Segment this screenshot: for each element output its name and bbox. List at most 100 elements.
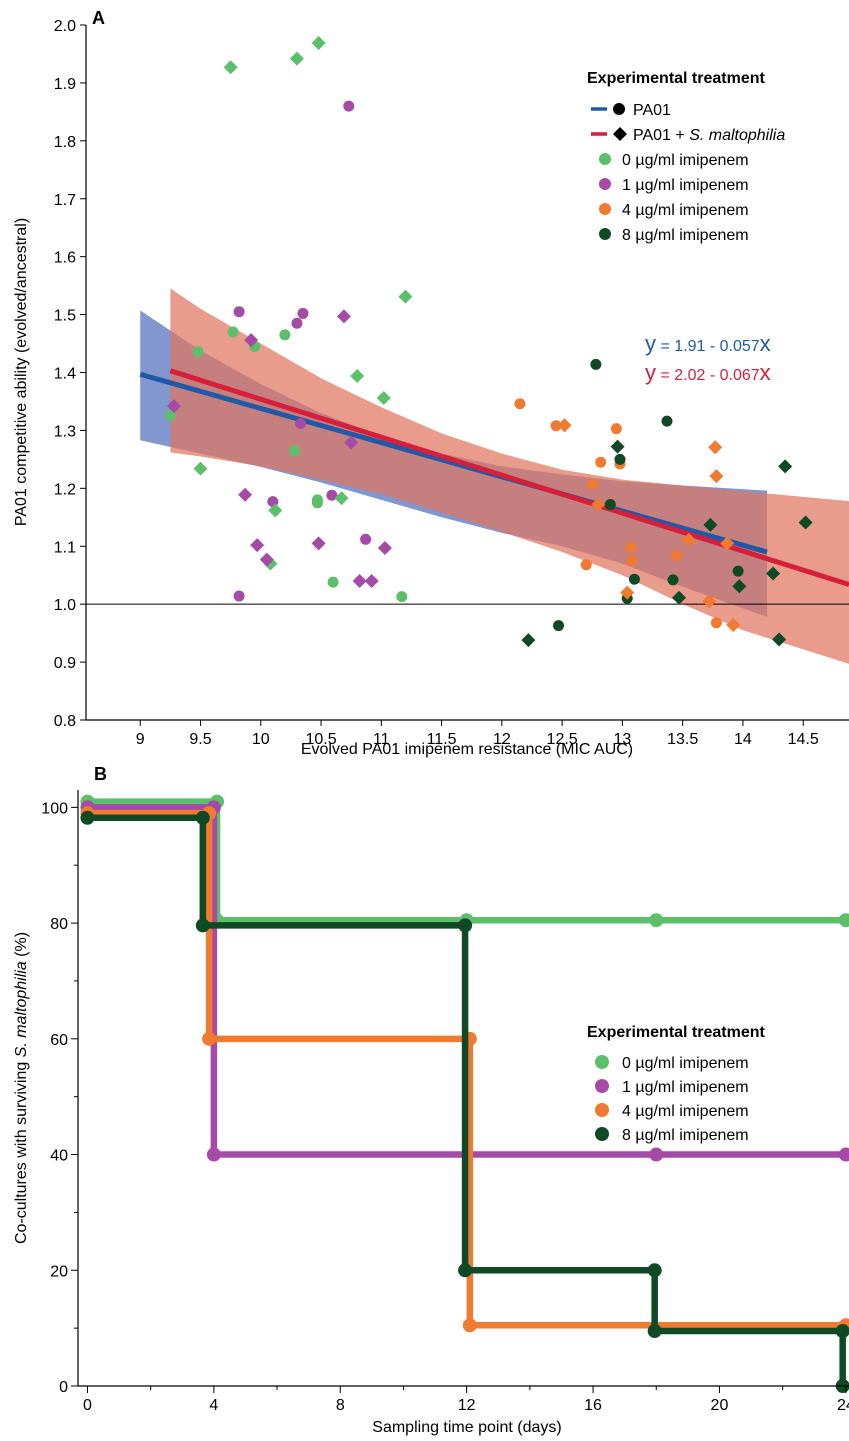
- y-tick-label: 0.9: [54, 655, 76, 672]
- survival-marker: [196, 811, 210, 825]
- legend-title: Experimental treatment: [587, 70, 766, 87]
- y-tick-label: 1.9: [54, 76, 76, 93]
- data-point-circle: [668, 574, 679, 585]
- data-point-circle: [587, 479, 598, 490]
- legend-label: PA01 + S. maltophilia: [633, 127, 785, 144]
- y-tick-label: 2.0: [54, 18, 76, 35]
- equation-x: x: [760, 331, 771, 356]
- data-point-circle: [595, 457, 606, 468]
- data-point-diamond: [350, 369, 364, 383]
- survival-marker: [458, 1263, 472, 1277]
- data-point-diamond: [378, 541, 392, 555]
- y-tick-label: 100: [41, 800, 68, 817]
- x-tick-label: 10: [252, 731, 270, 748]
- y-tick-label: 1.1: [54, 539, 76, 556]
- y-tick-label: 40: [50, 1148, 68, 1165]
- y-axis-label: Co-cultures with surviving S. maltophili…: [13, 932, 30, 1244]
- data-point-circle: [629, 574, 640, 585]
- survival-marker: [458, 918, 472, 932]
- data-point-circle: [360, 534, 371, 545]
- x-tick-label: 14: [734, 731, 752, 748]
- data-point-diamond: [312, 536, 326, 550]
- data-point-diamond: [778, 459, 792, 473]
- data-point-circle: [297, 308, 308, 319]
- data-point-diamond: [250, 538, 264, 552]
- survival-marker: [648, 1324, 662, 1338]
- data-point-circle: [279, 329, 290, 340]
- data-point-diamond: [558, 418, 572, 432]
- pa01-equation: y = 1.91 - 0.057x: [645, 331, 771, 356]
- data-point-diamond: [708, 440, 722, 454]
- data-point-circle: [343, 101, 354, 112]
- y-tick-label: 1.0: [54, 597, 76, 614]
- data-point-circle: [711, 617, 722, 628]
- legend-label: 8 µg/ml imipenem: [622, 1127, 749, 1144]
- data-point-diamond: [238, 488, 252, 502]
- data-point-circle: [514, 398, 525, 409]
- legend-color-dot: [595, 1127, 609, 1141]
- panel-b-letter: B: [94, 764, 107, 784]
- y-tick-label: 20: [50, 1263, 68, 1280]
- survival-step-line: [87, 818, 842, 1386]
- survival-marker: [207, 1148, 221, 1162]
- legend-diamond-marker: [613, 127, 627, 141]
- survival-marker: [839, 913, 849, 927]
- data-point-circle: [312, 497, 323, 508]
- y-axis-label-part: (%): [13, 932, 30, 961]
- survival-marker: [196, 918, 210, 932]
- data-point-circle: [193, 346, 204, 357]
- y-tick-label: 1.7: [54, 192, 76, 209]
- panel-b-survival: B02040608010004812162024Sampling time po…: [13, 764, 849, 1436]
- x-tick-label: 16: [584, 1397, 602, 1414]
- data-point-diamond: [398, 290, 412, 304]
- equation-y: y: [645, 331, 656, 356]
- x-tick-label: 14.5: [788, 731, 819, 748]
- data-point-circle: [289, 445, 300, 456]
- data-point-diamond: [611, 440, 625, 454]
- data-point-circle: [553, 620, 564, 631]
- legend-label: 1 µg/ml imipenem: [622, 1079, 749, 1096]
- legend-label: PA01: [633, 102, 671, 119]
- data-point-diamond: [709, 469, 723, 483]
- survival-marker: [648, 1263, 662, 1277]
- legend-color-dot: [599, 203, 611, 215]
- y-tick-label: 1.5: [54, 308, 76, 325]
- y-tick-label: 1.8: [54, 134, 76, 151]
- data-point-diamond: [312, 36, 326, 50]
- pa01-sm-fit-line: [170, 371, 849, 585]
- equation-y: y: [645, 360, 656, 385]
- x-axis-label: Evolved PA01 imipenem resistance (MIC AU…: [301, 741, 633, 758]
- y-axis-label-part: S. maltophilia: [13, 961, 30, 1057]
- data-point-circle: [614, 454, 625, 465]
- data-point-diamond: [337, 309, 351, 323]
- y-tick-label: 80: [50, 916, 68, 933]
- survival-marker: [649, 913, 663, 927]
- legend-label: 4 µg/ml imipenem: [622, 1103, 749, 1120]
- data-point-circle: [590, 359, 601, 370]
- legend-color-dot: [595, 1079, 609, 1093]
- legend-title: Experimental treatment: [587, 1024, 766, 1041]
- equation-body: = 1.91 - 0.057: [656, 338, 760, 355]
- data-point-circle: [581, 559, 592, 570]
- survival-marker: [463, 1318, 477, 1332]
- data-point-diamond: [224, 60, 238, 74]
- legend-label: 0 µg/ml imipenem: [622, 152, 749, 169]
- survival-marker: [80, 811, 94, 825]
- data-point-circle: [295, 418, 306, 429]
- data-point-diamond: [377, 391, 391, 405]
- legend-color-dot: [599, 228, 611, 240]
- legend-label-italic: S. maltophilia: [689, 127, 785, 144]
- data-point-circle: [733, 566, 744, 577]
- y-tick-label: 1.3: [54, 423, 76, 440]
- legend-circle-marker: [613, 103, 625, 115]
- y-axis-label: PA01 competitive ability (evolved/ancest…: [13, 218, 30, 526]
- data-point-circle: [611, 423, 622, 434]
- data-point-circle: [627, 555, 638, 566]
- y-tick-label: 0.8: [54, 713, 76, 730]
- pa01-sm-equation: y = 2.02 - 0.067x: [645, 360, 771, 385]
- x-tick-label: 20: [711, 1397, 729, 1414]
- data-point-diamond: [290, 52, 304, 66]
- data-point-diamond: [521, 633, 535, 647]
- panel-a-scatter: A0.80.91.01.11.21.31.41.51.61.71.81.92.0…: [13, 8, 849, 758]
- x-tick-label: 13.5: [667, 731, 698, 748]
